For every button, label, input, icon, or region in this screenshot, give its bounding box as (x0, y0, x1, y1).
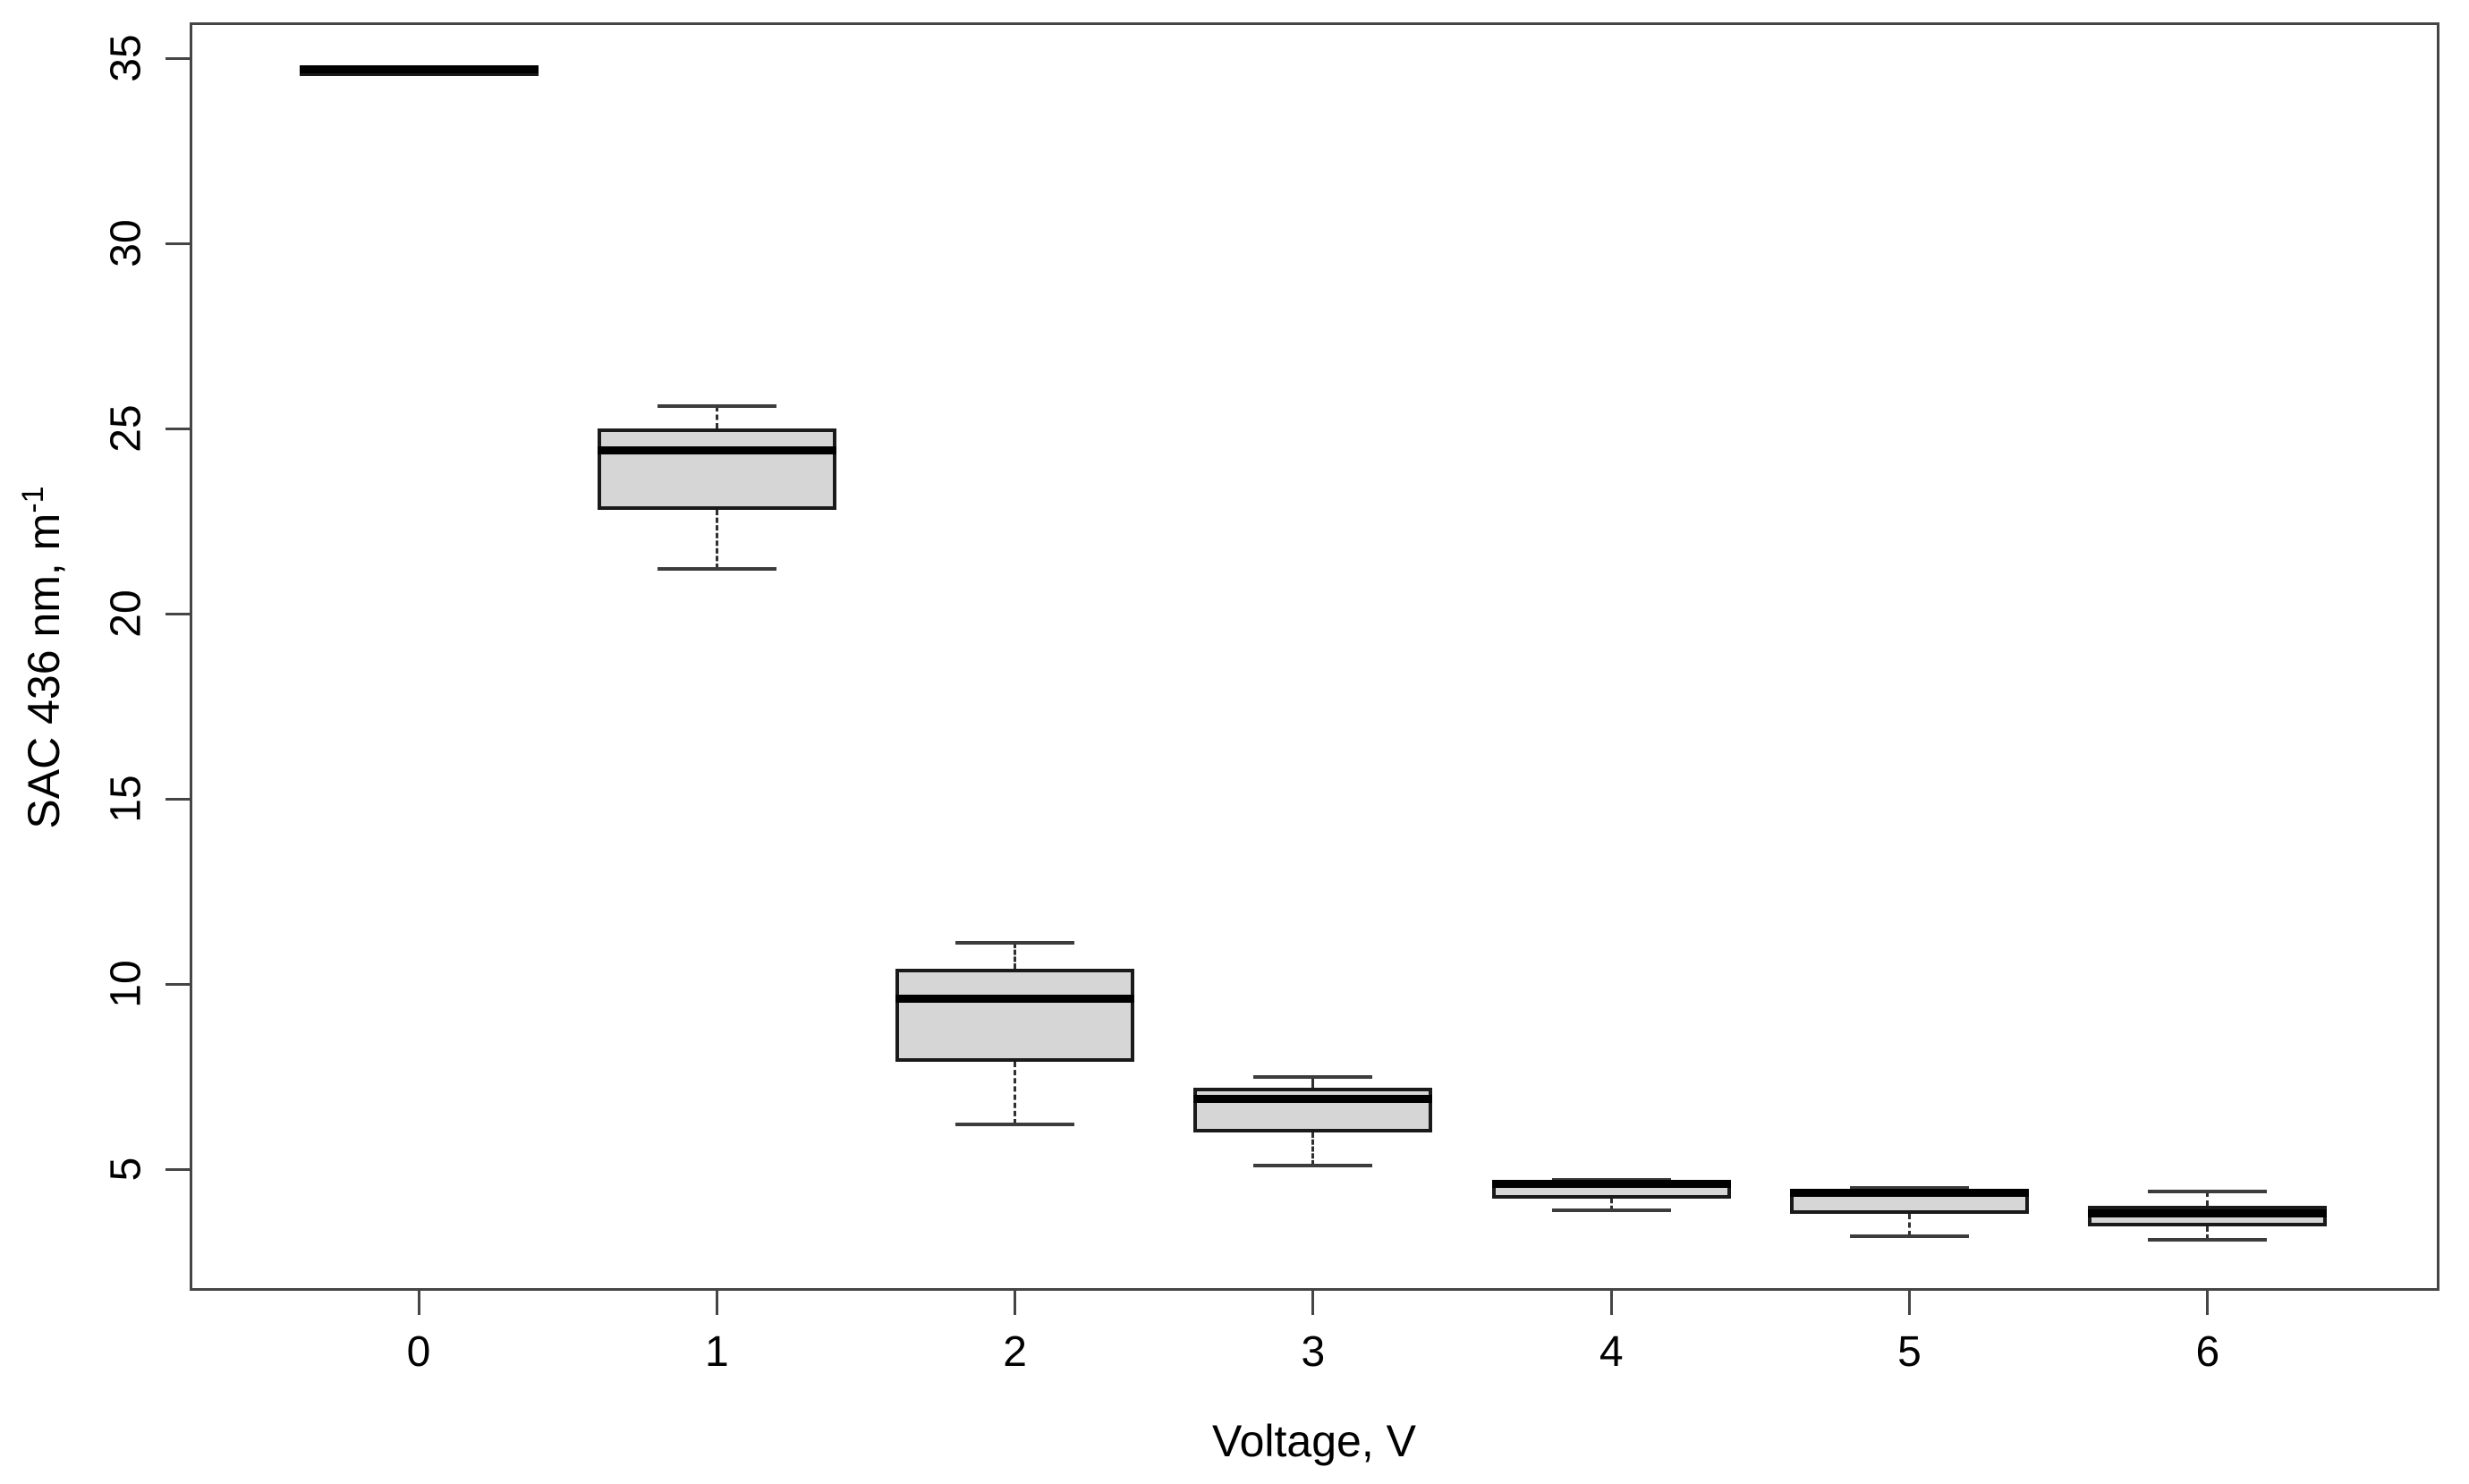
x-axis-tick-3 (1311, 1291, 1315, 1315)
upper-whisker-cap-voltage-3 (1253, 1074, 1373, 1079)
median-line-voltage-3 (1193, 1094, 1433, 1103)
x-axis-tick-1 (715, 1291, 718, 1315)
y-axis-tick-35 (165, 56, 190, 60)
y-axis-tick-label-15: 15 (102, 775, 150, 823)
x-axis-tick-label-3: 3 (1301, 1328, 1326, 1376)
x-axis-title: Voltage, V (1212, 1416, 1416, 1466)
lower-whisker-cap-voltage-6 (2148, 1237, 2268, 1242)
lower-whisker-line-voltage-5 (1908, 1213, 1911, 1236)
median-line-voltage-1 (597, 446, 836, 455)
upper-whisker-line-voltage-6 (2206, 1191, 2210, 1207)
y-axis-tick-25 (165, 427, 190, 430)
y-axis-tick-5 (165, 1167, 190, 1171)
lower-whisker-line-voltage-6 (2206, 1226, 2210, 1240)
y-axis-tick-label-30: 30 (102, 219, 150, 267)
lower-whisker-cap-voltage-1 (657, 567, 776, 572)
lower-whisker-cap-voltage-3 (1253, 1163, 1373, 1167)
y-axis-tick-label-25: 25 (102, 404, 150, 453)
x-axis-tick-6 (2206, 1291, 2210, 1315)
x-axis-tick-label-0: 0 (406, 1328, 431, 1376)
x-axis-tick-label-6: 6 (2195, 1328, 2220, 1376)
x-axis-tick-label-4: 4 (1599, 1328, 1624, 1376)
lower-whisker-line-voltage-1 (715, 510, 718, 570)
y-axis-tick-20 (165, 612, 190, 615)
lower-whisker-line-voltage-4 (1609, 1199, 1613, 1210)
lower-whisker-line-voltage-2 (1014, 1061, 1017, 1125)
x-axis-tick-label-5: 5 (1897, 1328, 1922, 1376)
x-axis-tick-4 (1609, 1291, 1613, 1315)
x-axis-tick-label-1: 1 (704, 1328, 729, 1376)
x-axis-tick-2 (1014, 1291, 1017, 1315)
y-axis-tick-15 (165, 797, 190, 801)
x-axis-tick-0 (417, 1291, 420, 1315)
upper-whisker-cap-voltage-1 (657, 404, 776, 409)
box-voltage-1 (597, 428, 836, 511)
upper-whisker-line-voltage-3 (1311, 1076, 1315, 1088)
plot-area (190, 22, 2439, 1291)
upper-whisker-line-voltage-2 (1014, 943, 1017, 970)
median-line-voltage-5 (1790, 1189, 2029, 1198)
median-line-voltage-0 (299, 64, 539, 73)
y-axis-tick-label-35: 35 (102, 34, 150, 82)
x-axis-tick-5 (1908, 1291, 1911, 1315)
y-axis-tick-10 (165, 982, 190, 986)
box-voltage-2 (895, 969, 1135, 1062)
median-line-voltage-2 (895, 995, 1135, 1004)
x-axis-tick-label-2: 2 (1003, 1328, 1027, 1376)
y-axis-tick-30 (165, 242, 190, 245)
upper-whisker-cap-voltage-5 (1850, 1185, 1969, 1190)
upper-whisker-line-voltage-1 (715, 406, 718, 428)
y-axis-tick-label-20: 20 (102, 589, 150, 638)
y-axis-title: SAC 436 nm, m-1 (16, 486, 70, 828)
y-axis-title-superscript: -1 (16, 486, 51, 513)
y-axis-tick-label-5: 5 (102, 1157, 150, 1182)
lower-whisker-cap-voltage-4 (1551, 1208, 1671, 1212)
upper-whisker-cap-voltage-2 (955, 941, 1075, 946)
lower-whisker-line-voltage-3 (1311, 1132, 1315, 1166)
lower-whisker-cap-voltage-5 (1850, 1234, 1969, 1238)
y-axis-tick-label-10: 10 (102, 960, 150, 1008)
y-axis-title-text: SAC 436 nm, m (18, 513, 69, 829)
upper-whisker-cap-voltage-6 (2148, 1189, 2268, 1193)
median-line-voltage-4 (1491, 1180, 1731, 1189)
lower-whisker-cap-voltage-2 (955, 1123, 1075, 1127)
median-line-voltage-6 (2088, 1209, 2328, 1218)
